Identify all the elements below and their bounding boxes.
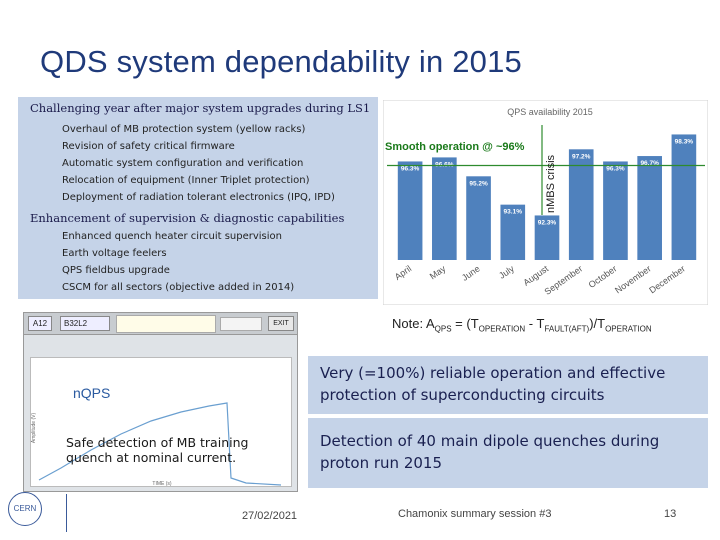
bar-july [500,204,526,260]
tab-a12: A12 [28,316,52,331]
bar-value-label: 93.1% [504,209,523,216]
bar-value-label: 92.3% [538,219,557,226]
bar-september [568,149,594,260]
bar-value-label: 96.3% [401,165,420,172]
note-sub: FAULT(AFT) [544,324,590,334]
bar-november [637,156,662,260]
screenshot-caption: Safe detection of MB training quench at … [66,435,249,465]
note-text: - T [525,316,545,331]
bar-december [671,134,697,260]
slide-title: QDS system dependability in 2015 [40,44,522,79]
detection-box: Detection of 40 main dipole quenches dur… [308,418,708,488]
logo-divider [66,494,67,532]
quench-trace [38,402,282,486]
plot-area: nQPS TIME (s) Amplitude (V) [30,357,292,487]
log-panel [116,315,216,333]
summary-item: Automatic system configuration and verif… [62,158,304,169]
nqps-screenshot: A12 B32L2 EXIT nQPS TIME (s) Amplitude (… [23,312,298,492]
annotation-crisis: nMBS crisis [545,154,557,213]
note-text: )/T [589,316,606,331]
note-text: Note: A [392,316,435,331]
note-sub: OPERATION [605,324,652,334]
chart-svg: QPS availability 2015 96.3%96.6%95.2%93.… [382,99,709,306]
nqps-logo: nQPS [73,385,110,401]
bar-value-label: 96.7% [640,160,659,167]
bar-october [603,161,628,260]
plot-ylabel: Amplitude (V) [31,413,37,444]
footer-session: Chamonix summary session #3 [398,508,552,520]
note-sub: QPS [434,324,452,334]
bar-may [432,157,457,260]
signal-list [220,317,262,331]
availability-formula-note: Note: AQPS = (TOPERATION - TFAULT(AFT))/… [392,316,652,334]
annotation-smooth: Smooth operation @ ~96% [385,141,525,153]
bar-value-label: 97.2% [572,153,591,160]
detection-text: Detection of 40 main dipole quenches dur… [320,432,660,472]
exit-button: EXIT [268,316,294,331]
reliability-box: Very (=100%) reliable operation and effe… [308,356,708,414]
summary-box: Challenging year after major system upgr… [18,97,378,299]
summary-item: QPS fieldbus upgrade [62,265,170,276]
bar-june [466,176,491,260]
cern-logo: CERN [8,492,42,526]
bar-value-label: 96.3% [606,165,625,172]
note-text: = (T [451,316,479,331]
summary-item: Revision of safety critical firmware [62,141,235,152]
summary-item: Deployment of radiation tolerant electro… [62,192,335,203]
bar-value-label: 95.2% [469,180,488,187]
bar-august [534,215,560,260]
summary-item: Overhaul of MB protection system (yellow… [62,124,306,135]
plot-xlabel: TIME (s) [152,481,171,487]
summary-item: Enhanced quench heater circuit supervisi… [62,231,282,242]
footer-date: 27/02/2021 [242,510,298,522]
summary-heading-2: Enhancement of supervision & diagnostic … [30,211,345,225]
page-number: 13 [664,508,677,520]
qps-availability-chart: QPS availability 2015 96.3%96.6%95.2%93.… [382,99,709,306]
quench-plot: nQPS TIME (s) Amplitude (V) [31,385,282,487]
tab-b32l2: B32L2 [60,316,110,331]
summary-item: CSCM for all sectors (objective added in… [62,282,295,293]
reliability-text: Very (=100%) reliable operation and effe… [320,364,666,404]
summary-item: Earth voltage feelers [62,248,167,259]
note-sub: OPERATION [478,324,526,334]
summary-heading-1: Challenging year after major system upgr… [30,101,371,115]
bar-value-label: 98.3% [675,138,694,145]
chart-title: QPS availability 2015 [507,107,593,117]
bar-april [397,161,423,260]
summary-item: Relocation of equipment (Inner Triplet p… [62,175,310,186]
